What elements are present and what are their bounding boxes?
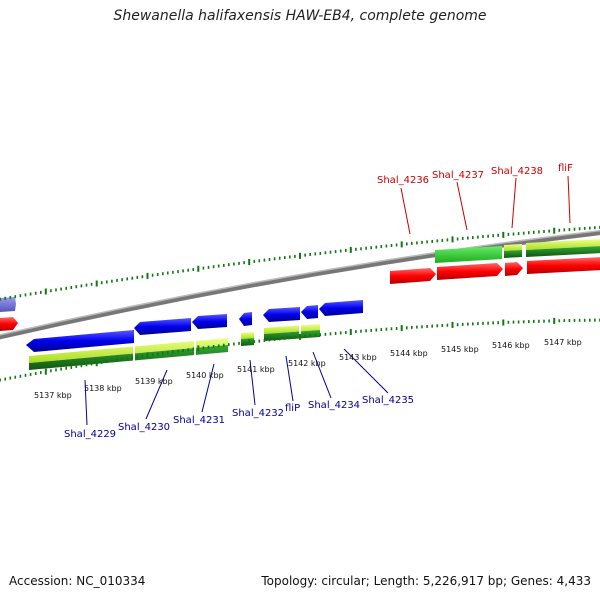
- leader-line-shal-4229: [84, 379, 88, 426]
- cds-bottom-dark-2: [241, 338, 254, 346]
- leader-line-shal-4234: [312, 351, 332, 399]
- leader-line-shal-4231: [201, 363, 215, 413]
- gene-arrow-shal-4238-red: [505, 262, 523, 276]
- leader-line-shal-4237: [456, 181, 468, 231]
- leader-line-flif: [567, 175, 571, 224]
- gene-label-shal-4234[interactable]: Shal_4234: [308, 400, 360, 411]
- gene-label-shal-4236[interactable]: Shal_4236: [377, 175, 429, 186]
- cds-bottom-lime-1: [29, 338, 228, 363]
- gene-label-shal-4238[interactable]: Shal_4238: [491, 166, 543, 177]
- leader-line-shal-4232: [249, 359, 256, 406]
- gene-arrow-edge-purple: [0, 297, 16, 312]
- leader-line-shal-4230: [145, 369, 168, 420]
- gene-arrow-edge-red: [0, 317, 18, 331]
- accession-text: Accession: NC_010334: [9, 574, 146, 588]
- kbp-label: 5146 kbp: [492, 341, 530, 350]
- gene-label-shal-4230[interactable]: Shal_4230: [118, 422, 170, 433]
- gene-label-shal-4235[interactable]: Shal_4235: [362, 395, 414, 406]
- cds-top-dark-3: [526, 246, 600, 257]
- gene-label-shal-4232[interactable]: Shal_4232: [232, 408, 284, 419]
- gene-arrow-shal-4234-blue: [301, 305, 318, 319]
- gene-label-shal-4237[interactable]: Shal_4237: [432, 170, 484, 181]
- cds-top-dark-2: [504, 250, 522, 258]
- cds-top-lime-2: [504, 244, 522, 251]
- gene-arrow-shal-4235-blue: [319, 300, 363, 316]
- kbp-label: 5141 kbp: [237, 365, 275, 374]
- genome-title: Shewanella halifaxensis HAW-EB4, complet…: [113, 8, 487, 24]
- kbp-label: 5147 kbp: [544, 338, 582, 347]
- genome-backbone: [0, 230, 600, 340]
- kbp-label: 5143 kbp: [339, 353, 377, 362]
- gene-arrow-shal-4229-blue: [26, 330, 134, 352]
- gene-arrow-shal-4232-blue: [239, 312, 252, 326]
- leader-line-flip: [285, 355, 294, 402]
- kbp-label: 5138 kbp: [84, 384, 122, 393]
- leader-line-shal-4238: [511, 177, 517, 229]
- tick-marks-upper: [0, 225, 600, 301]
- gene-arrow-shal-4230-blue: [134, 318, 191, 335]
- gene-arrow-flip-blue: [263, 307, 300, 322]
- gene-arrow-shal-4231-blue: [192, 314, 227, 329]
- cds-top-lime-3: [526, 239, 600, 250]
- cds-top-green-1: [435, 246, 502, 263]
- cds-bottom-lime-3: [264, 324, 320, 334]
- kbp-label: 5145 kbp: [441, 345, 479, 354]
- kbp-label: 5139 kbp: [135, 377, 173, 386]
- kbp-label: 5142 kbp: [288, 359, 326, 368]
- gene-label-shal-4229[interactable]: Shal_4229: [64, 429, 116, 440]
- cds-bottom-dark-3: [264, 330, 320, 341]
- tick-marks-lower: [0, 317, 600, 382]
- kbp-label: 5144 kbp: [390, 349, 428, 358]
- leader-line-shal-4235: [343, 348, 389, 394]
- gene-label-shal-4231[interactable]: Shal_4231: [173, 415, 225, 426]
- gene-arrow-shal-4237-red: [437, 263, 503, 280]
- gene-label-flif[interactable]: fliF: [558, 163, 573, 174]
- genome-summary-text: Topology: circular; Length: 5,226,917 bp…: [261, 574, 591, 588]
- gene-arrow-shal-4236-red: [390, 268, 436, 284]
- leader-line-shal-4236: [400, 187, 411, 235]
- gene-arrow-flif-red: [527, 257, 600, 274]
- gene-label-flip[interactable]: fliP: [285, 403, 300, 414]
- kbp-label: 5140 kbp: [186, 371, 224, 380]
- kbp-label: 5137 kbp: [34, 391, 72, 400]
- cds-bottom-lime-2: [241, 332, 254, 339]
